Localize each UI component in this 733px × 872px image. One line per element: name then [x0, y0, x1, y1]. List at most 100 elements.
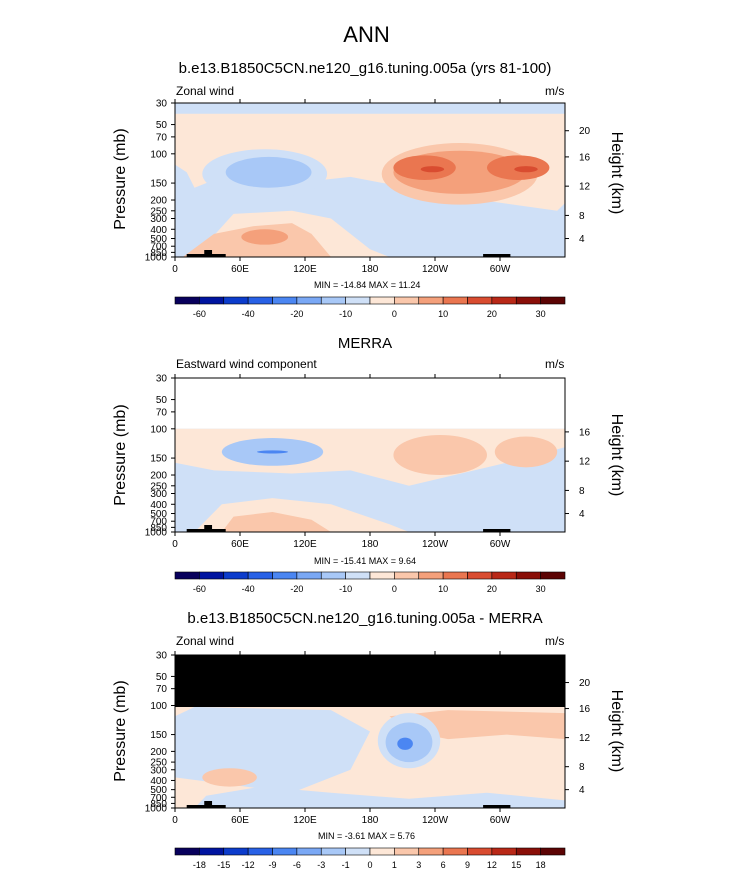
panel3-ytick-label: 250 — [150, 758, 167, 769]
panel2-colorbar-swatch — [467, 571, 493, 580]
panel3-colorbar-swatch — [491, 847, 517, 856]
panel3-colorbar-swatch — [296, 847, 322, 856]
panel3-colorbar-swatch — [369, 847, 395, 856]
panel1-ytick-label: 30 — [156, 99, 168, 110]
panel2-xtick-label: 60E — [231, 539, 249, 550]
panel1-colorbar-swatch — [223, 296, 249, 305]
panel1-ytick-label: 50 — [156, 120, 168, 131]
panel2-ytick-label: 400 — [150, 500, 167, 511]
panel3-colorbar-label: 18 — [536, 860, 546, 870]
panel1-y2tick-label: 8 — [579, 211, 585, 222]
panel3-topo-peak — [204, 801, 213, 808]
panel2-colorbar-label: 10 — [438, 584, 448, 594]
panel2-ytick-label: 50 — [156, 395, 168, 406]
panel3-colorbar-swatch — [467, 847, 493, 856]
panel3-ytick-label: 30 — [156, 651, 168, 662]
panel3-colorbar-label: 0 — [367, 860, 372, 870]
panel3-colorbar-swatch — [272, 847, 298, 856]
panel2-colorbar-swatch — [515, 571, 541, 580]
panel3-colorbar-swatch — [199, 847, 225, 856]
panel2-title: MERRA — [337, 335, 393, 352]
panel3-ytick-label: 50 — [156, 672, 168, 683]
panel2-colorbar-label: -10 — [339, 584, 352, 594]
panel1-xtick-label: 120E — [293, 264, 317, 275]
panel1-ytick-label: 100 — [150, 149, 167, 160]
panel3-colorbar-label: -18 — [193, 860, 206, 870]
panel3-ytick-label: 500 — [150, 785, 167, 796]
panel1-colorbar-swatch — [296, 296, 322, 305]
panel2-jet-outer — [393, 434, 488, 476]
panel1-colorbar-label: -10 — [339, 309, 352, 319]
panel2-colorbar-label: 0 — [392, 584, 397, 594]
panel1-ytick-label: 300 — [150, 214, 167, 225]
panel3-pink-low — [202, 768, 257, 787]
panel1-low-max — [241, 229, 289, 245]
panel2-ytick-label: 700 — [150, 517, 167, 528]
panel1-colorbar-swatch — [272, 296, 298, 305]
panel3-xtick-label: 0 — [172, 815, 178, 826]
panel1-colorbar-swatch — [515, 296, 541, 305]
panel1-variable-label: Zonal wind — [176, 84, 235, 98]
panel3-xtick-label: 60W — [490, 815, 511, 826]
panel1-colorbar-swatch — [491, 296, 517, 305]
panel2-colorbar-swatch — [345, 571, 371, 580]
panel3-y2tick-label: 4 — [579, 785, 585, 796]
panel1-ytick-label: 200 — [150, 196, 167, 207]
panel2-ytick-label: 70 — [156, 407, 168, 418]
panel3-blue-surface — [194, 786, 565, 808]
panel3-ytick-label: 70 — [156, 684, 168, 695]
panel2-blue-core — [256, 450, 289, 454]
panel3-colorbar-label: -6 — [293, 860, 301, 870]
panel1-ytick-label: 700 — [150, 242, 167, 253]
panel2-xtick-label: 0 — [172, 539, 178, 550]
panel1-title: b.e13.B1850C5CN.ne120_g16.tuning.005a (y… — [178, 60, 552, 77]
panel3-variable-label: Zonal wind — [176, 634, 235, 648]
panel3-colorbar-label: -9 — [268, 860, 276, 870]
panel3-ytick-label: 400 — [150, 776, 167, 787]
panel1-plot — [174, 102, 566, 258]
panel3-ytick-label: 200 — [150, 747, 167, 758]
panel2-xtick-label: 120W — [422, 539, 449, 550]
panel2-colorbar-swatch — [272, 571, 298, 580]
panel1-colorbar-label: -20 — [290, 309, 303, 319]
panel3-colorbar-swatch — [540, 847, 566, 856]
panel1-y2tick-label: 12 — [579, 182, 591, 193]
panel3-colorbar-swatch — [442, 847, 468, 856]
panel3-y2tick-label: 16 — [579, 704, 591, 715]
panel3-ytick-label: 1000 — [145, 804, 168, 815]
panel3-colorbar-swatch — [174, 847, 200, 856]
panel3-colorbar-label: -3 — [317, 860, 325, 870]
panel2-xtick-label: 60W — [490, 539, 511, 550]
panel2-colorbar-swatch — [442, 571, 468, 580]
panel2-y2tick-label: 16 — [579, 427, 591, 438]
panel2-ytick-label: 30 — [156, 374, 168, 385]
panel2-colorbar-swatch — [223, 571, 249, 580]
panel3-y2tick-label: 12 — [579, 733, 591, 744]
panel2-colorbar-swatch — [540, 571, 566, 580]
panel1-xtick-label: 180 — [362, 264, 379, 275]
panel1-topo-peak — [204, 250, 213, 257]
panel3-colorbar-swatch — [515, 847, 541, 856]
panel2-minmax: MIN = -15.41 MAX = 9.64 — [314, 556, 417, 566]
panel2-colorbar-swatch — [320, 571, 346, 580]
panel3-colorbar-label: 1 — [392, 860, 397, 870]
panel1-y2tick-label: 16 — [579, 152, 591, 163]
panel3-blue-central-min — [397, 737, 413, 750]
panel2-topo-peak — [204, 525, 213, 532]
panel1-ytick-label: 400 — [150, 225, 167, 236]
panel1-jet-a-core — [420, 166, 445, 173]
panel1-colorbar-label: -60 — [193, 309, 206, 319]
panel3-colorbar-label: -12 — [242, 860, 255, 870]
panel2-colorbar-swatch — [491, 571, 517, 580]
panel2-colorbar-swatch — [174, 571, 200, 580]
panel1-colorbar-label: 10 — [438, 309, 448, 319]
panel1-jet-b-core — [514, 166, 538, 173]
panel1-minmax: MIN = -14.84 MAX = 11.24 — [314, 280, 421, 290]
panel2-units: m/s — [545, 357, 565, 371]
panel1-colorbar-label: 0 — [392, 309, 397, 319]
panel1-xtick-label: 0 — [172, 264, 178, 275]
panel3-colorbar-label: 9 — [465, 860, 470, 870]
panel2-y2tick-label: 4 — [579, 509, 585, 520]
panel2-colorbar-label: -40 — [242, 584, 255, 594]
panel1-colorbar-label: -40 — [242, 309, 255, 319]
